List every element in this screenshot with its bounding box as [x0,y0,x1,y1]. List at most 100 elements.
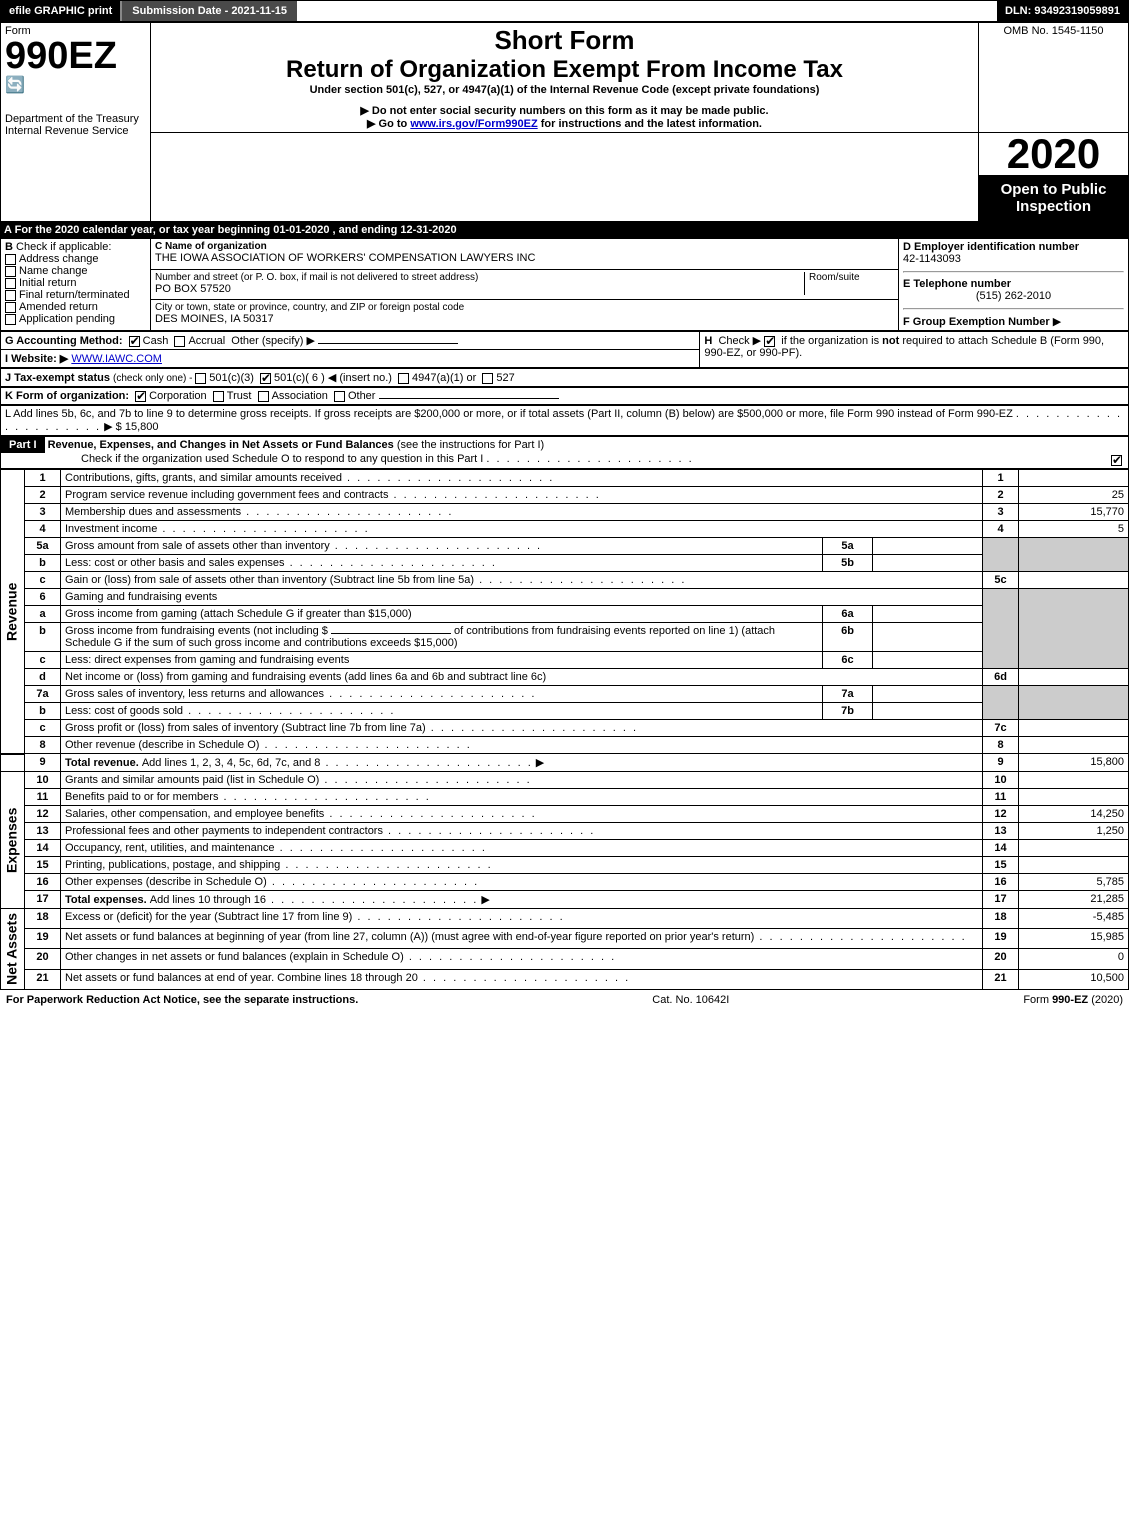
line-3-value: 15,770 [1019,504,1129,521]
line-4-value: 5 [1019,521,1129,538]
phone-value: (515) 262-2010 [903,290,1124,302]
j-501c3-checkbox[interactable] [195,373,206,384]
line-10-text: Grants and similar amounts paid (list in… [65,774,319,786]
open-to-public: Open to Public Inspection [979,175,1128,221]
omb-number: OMB No. 1545-1150 [983,25,1124,37]
irs-label: Internal Revenue Service [5,125,146,137]
dept-label: Department of the Treasury [5,113,146,125]
g-label: G Accounting Method: [5,335,123,347]
line-8-value [1019,737,1129,754]
l-text: L Add lines 5b, 6c, and 7b to line 9 to … [5,408,1013,420]
line-1-value [1019,470,1129,487]
line-9-label: Total revenue. [65,757,142,769]
street-value: PO BOX 57520 [155,283,804,295]
line-12-value: 14,250 [1019,806,1129,823]
line-7a-text: Gross sales of inventory, less returns a… [65,688,324,700]
line-21-value: 10,500 [1019,969,1129,989]
expenses-side-label: Expenses [1,772,25,909]
room-label: Room/suite [809,272,894,283]
line-19-text: Net assets or fund balances at beginning… [65,931,754,943]
footer-left: For Paperwork Reduction Act Notice, see … [6,994,358,1006]
name-change-checkbox[interactable] [5,266,16,277]
title-return: Return of Organization Exempt From Incom… [155,56,974,84]
part-i-schedo-checkbox[interactable] [1111,455,1122,466]
f-arrow: ▶ [1053,316,1061,328]
line-18-value: -5,485 [1019,909,1129,929]
b-label: Check if applicable: [16,241,111,253]
line-6-text: Gaming and fundraising events [61,589,983,606]
line-6d-value [1019,669,1129,686]
initial-return-checkbox[interactable] [5,278,16,289]
cash-checkbox[interactable] [129,336,140,347]
line-5b-text: Less: cost or other basis and sales expe… [65,557,285,569]
amended-return-checkbox[interactable] [5,302,16,313]
page-footer: For Paperwork Reduction Act Notice, see … [0,990,1129,1010]
goto-pre: ▶ Go to [367,118,410,130]
part-i-check: Check if the organization used Schedule … [1,453,483,465]
dln-label: DLN: 93492319059891 [997,1,1128,21]
h-checkbox[interactable] [764,336,775,347]
line-6c-text: Less: direct expenses from gaming and fu… [65,654,349,666]
line-3-text: Membership dues and assessments [65,506,241,518]
j-4947-checkbox[interactable] [398,373,409,384]
line-16-text: Other expenses (describe in Schedule O) [65,876,267,888]
application-pending-checkbox[interactable] [5,314,16,325]
revenue-side-label: Revenue [1,470,25,754]
accrual-checkbox[interactable] [174,336,185,347]
submission-date-button[interactable]: Submission Date - 2021-11-15 [120,1,297,21]
l-amount: $ 15,800 [116,421,159,433]
org-name: THE IOWA ASSOCIATION OF WORKERS' COMPENS… [155,252,894,264]
k-other-checkbox[interactable] [334,391,345,402]
line-11-text: Benefits paid to or for members [65,791,218,803]
under-section: Under section 501(c), 527, or 4947(a)(1)… [155,84,974,96]
line-6d-text: Net income or (loss) from gaming and fun… [65,671,546,683]
line-12-text: Salaries, other compensation, and employ… [65,808,324,820]
line-10-value [1019,772,1129,789]
line-1-text: Contributions, gifts, grants, and simila… [65,472,342,484]
final-return-checkbox[interactable] [5,290,16,301]
part-i-title: Revenue, Expenses, and Changes in Net As… [48,439,397,451]
goto-post: for instructions and the latest informat… [538,118,762,130]
form-header-table: Form 990EZ 🔄 Department of the Treasury … [0,22,1129,222]
tax-year: 2020 [979,133,1128,175]
irs-link[interactable]: www.irs.gov/Form990EZ [410,118,537,130]
line-13-text: Professional fees and other payments to … [65,825,383,837]
line-2-text: Program service revenue including govern… [65,489,388,501]
line-a-tax-year: A For the 2020 calendar year, or tax yea… [0,222,1129,238]
ein-value: 42-1143093 [903,253,961,265]
k-trust-checkbox[interactable] [213,391,224,402]
line-8-text: Other revenue (describe in Schedule O) [65,739,259,751]
line-18-text: Excess or (deficit) for the year (Subtra… [65,911,352,923]
line-6b-text1: Gross income from fundraising events (no… [65,625,328,637]
line-2-value: 25 [1019,487,1129,504]
line-15-text: Printing, publications, postage, and shi… [65,859,280,871]
website-link[interactable]: WWW.IAWC.COM [71,353,162,365]
k-label: K Form of organization: [5,390,129,402]
form-number: 990EZ [5,37,146,75]
part-i-lines: Revenue 1 Contributions, gifts, grants, … [0,469,1129,990]
k-corp-checkbox[interactable] [135,391,146,402]
line-17-label: Total expenses. [65,894,150,906]
k-assoc-checkbox[interactable] [258,391,269,402]
line-5c-value [1019,572,1129,589]
line-9-value: 15,800 [1019,754,1129,772]
h-label: H [704,335,712,347]
entity-block: B Check if applicable: Address change Na… [0,238,1129,331]
line-14-value [1019,840,1129,857]
d-label: D Employer identification number [903,241,1079,253]
line-6a-text: Gross income from gaming (attach Schedul… [65,608,412,620]
efile-print-button[interactable]: efile GRAPHIC print [1,1,120,21]
footer-formno: 990-EZ [1052,994,1088,1006]
line-16-value: 5,785 [1019,874,1129,891]
line-14-text: Occupancy, rent, utilities, and maintena… [65,842,275,854]
address-change-checkbox[interactable] [5,254,16,265]
j-501c-checkbox[interactable] [260,373,271,384]
city-value: DES MOINES, IA 50317 [155,313,894,325]
line-20-text: Other changes in net assets or fund bala… [65,951,404,963]
street-label: Number and street (or P. O. box, if mail… [155,272,804,283]
footer-catno: Cat. No. 10642I [652,994,729,1006]
netassets-side-label: Net Assets [1,909,25,990]
f-label: F Group Exemption Number [903,316,1050,328]
j-527-checkbox[interactable] [482,373,493,384]
part-i-sub: (see the instructions for Part I) [397,439,544,451]
